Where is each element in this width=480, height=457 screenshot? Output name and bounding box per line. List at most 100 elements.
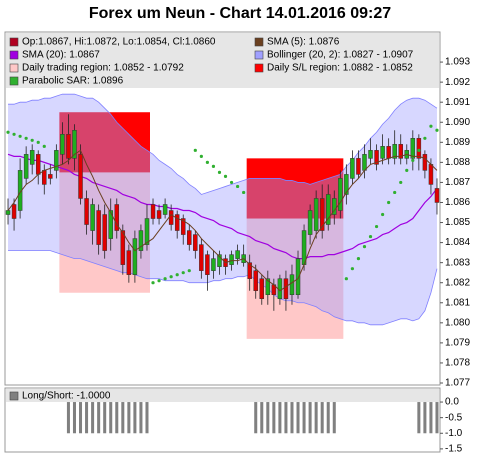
candle-body <box>72 130 77 159</box>
legend-swatch <box>254 50 264 60</box>
bar <box>332 402 336 434</box>
bar <box>429 402 433 434</box>
sar-dot <box>387 200 391 205</box>
candle-body <box>211 258 216 271</box>
candle-body <box>356 158 361 175</box>
candle-body <box>259 278 265 300</box>
candle-body <box>392 144 397 159</box>
sar-dot <box>163 277 167 281</box>
sar-dot <box>242 190 246 195</box>
bar <box>260 402 264 434</box>
bar <box>290 402 294 434</box>
y-tick-label: 1.089 <box>445 137 470 148</box>
y-tick-label: 1.091 <box>445 97 470 108</box>
candle-body <box>410 138 416 159</box>
sar-dot <box>30 138 34 142</box>
legend-box <box>6 33 439 88</box>
candle-body <box>253 270 258 291</box>
bar <box>85 402 89 434</box>
legend-swatch <box>254 37 264 47</box>
sar-dot <box>417 148 421 152</box>
sar-dot <box>229 180 234 185</box>
sar-dot <box>217 170 222 174</box>
y-tick-label: 1.081 <box>445 297 470 308</box>
candle-body <box>205 254 210 275</box>
candle-body <box>180 218 186 235</box>
bar <box>115 402 119 434</box>
candle-body <box>114 204 120 231</box>
sar-dot <box>151 281 155 285</box>
candle-body <box>265 278 271 295</box>
candle-body <box>428 164 434 185</box>
candle-body <box>307 210 313 235</box>
candle-body <box>416 138 422 159</box>
candle-body <box>138 230 144 251</box>
sar-dot <box>381 212 385 217</box>
legend-swatch <box>9 50 19 60</box>
legend-swatch <box>9 391 19 401</box>
candle-body <box>319 198 325 231</box>
sar-dot <box>193 148 197 152</box>
candle-body <box>11 204 17 219</box>
candle-body <box>313 198 319 231</box>
bar <box>127 402 131 434</box>
sar-dot <box>356 257 361 261</box>
y-tick-label: 1.088 <box>445 157 470 168</box>
legend-box <box>6 389 439 402</box>
legend-label: Parabolic SAR: 1.0896 <box>22 76 124 87</box>
bar <box>254 402 258 434</box>
legend-label: SMA (20): 1.0867 <box>22 50 100 61</box>
candle-body <box>368 150 373 159</box>
sar-dot <box>393 190 397 195</box>
bar <box>272 402 276 434</box>
sar-dot <box>36 140 40 144</box>
sar-dot <box>169 275 173 279</box>
bollinger-upper <box>8 93 438 195</box>
y-tick-label: 1.084 <box>445 237 470 248</box>
candle-body <box>344 174 349 195</box>
candle-body <box>289 274 295 295</box>
bar <box>417 402 421 434</box>
y-tick-label: 1.092 <box>445 77 470 88</box>
sar-dot <box>223 174 228 179</box>
legend-label: Daily S/L region: 1.0882 - 1.0852 <box>267 63 413 74</box>
legend-label: Op:1.0867, Hi:1.0872, Lo:1.0854, Cl:1.08… <box>22 37 216 48</box>
candle-body <box>295 258 301 295</box>
legend-label: SMA (5): 1.0876 <box>267 37 340 48</box>
candle-body <box>217 254 222 267</box>
candle-body <box>174 214 180 231</box>
candle-body <box>374 150 379 165</box>
sar-dot <box>211 164 216 168</box>
candle-body <box>398 144 403 159</box>
y-tick-label: 1.080 <box>445 317 470 328</box>
sar-dot <box>435 128 439 132</box>
bar <box>139 402 143 434</box>
bar <box>284 402 288 434</box>
sar-dot <box>187 269 191 273</box>
plot-layer <box>5 93 440 339</box>
candle-body <box>48 174 53 179</box>
y-tick-label: 1.078 <box>445 358 470 369</box>
bar <box>66 402 70 434</box>
bar <box>97 402 101 434</box>
bar <box>296 402 300 434</box>
legend-swatch <box>9 37 19 47</box>
legend-swatch <box>254 63 264 73</box>
candle-body <box>168 210 174 225</box>
bar <box>266 402 270 434</box>
sar-dot <box>405 168 409 172</box>
bar <box>133 402 137 434</box>
candle-body <box>362 154 367 171</box>
candle-body <box>150 204 156 219</box>
candle-body <box>283 278 289 300</box>
sar-dot <box>411 158 415 162</box>
legend-label: Daily trading region: 1.0852 - 1.0792 <box>22 63 184 74</box>
bar <box>278 402 282 434</box>
candle-body <box>78 154 83 199</box>
sar-dot <box>42 144 46 148</box>
candle-body <box>60 134 65 155</box>
candle-body <box>199 244 204 271</box>
candle-body <box>120 230 126 265</box>
